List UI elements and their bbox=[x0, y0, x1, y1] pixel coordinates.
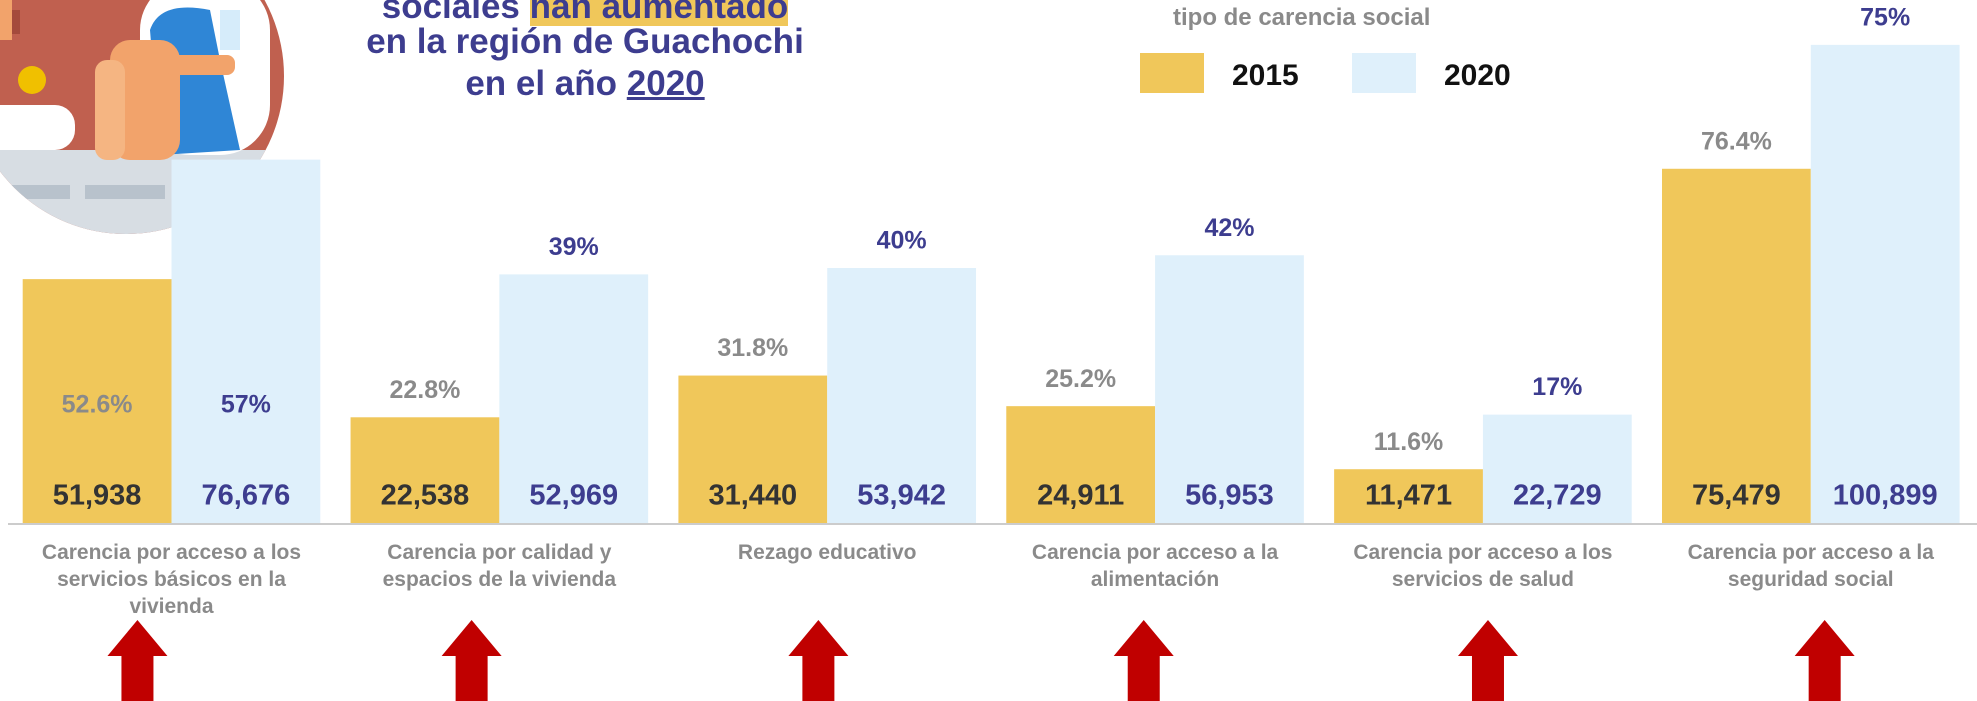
count-label: 31,440 bbox=[708, 480, 797, 512]
legend-label: 2015 bbox=[1232, 59, 1299, 92]
value-label: 17% bbox=[1532, 373, 1582, 401]
category-label: Carencia por acceso a la seguridad socia… bbox=[1661, 539, 1961, 593]
legend-swatch bbox=[1352, 53, 1416, 93]
legend: 2015 2020 bbox=[1140, 53, 1511, 93]
count-label: 76,676 bbox=[202, 480, 291, 512]
count-label: 53,942 bbox=[857, 480, 946, 512]
value-label: 39% bbox=[549, 233, 599, 261]
value-label: 75% bbox=[1860, 3, 1910, 31]
category-label: Carencia por acceso a los servicios de s… bbox=[1333, 539, 1633, 593]
bar bbox=[1662, 169, 1811, 523]
value-label: 76.4% bbox=[1701, 127, 1772, 155]
legend-label: 2020 bbox=[1444, 59, 1511, 92]
category-label: Carencia por calidad y espacios de la vi… bbox=[349, 539, 649, 593]
value-label: 42% bbox=[1204, 214, 1254, 242]
title: en la región de Guachochi bbox=[300, 21, 870, 63]
value-label: 31.8% bbox=[717, 334, 788, 362]
count-label: 24,911 bbox=[1037, 480, 1124, 512]
count-label: 75,479 bbox=[1692, 480, 1781, 512]
value-label: 40% bbox=[877, 227, 927, 255]
arrow bbox=[1795, 620, 1855, 701]
value-label: 52.6% bbox=[62, 391, 133, 419]
value-label: 57% bbox=[221, 391, 271, 419]
arrow bbox=[107, 620, 167, 701]
category-label: Carencia por acceso a la alimentación bbox=[1005, 539, 1305, 593]
legend-swatch bbox=[1140, 53, 1204, 93]
arrow bbox=[788, 620, 848, 701]
arrows bbox=[107, 620, 1854, 701]
page: 2015 2020 52.6% 51,938 57% 76,676 22.8% 22,538… bbox=[0, 0, 1977, 701]
count-label: 22,538 bbox=[381, 480, 470, 512]
bar bbox=[1811, 45, 1960, 523]
count-label: 22,729 bbox=[1513, 480, 1602, 512]
count-label: 11,471 bbox=[1365, 480, 1452, 512]
arrow bbox=[1458, 620, 1518, 701]
count-label: 51,938 bbox=[53, 480, 142, 512]
count-label: 56,953 bbox=[1185, 480, 1274, 512]
value-label: 11.6% bbox=[1374, 428, 1444, 456]
value-label: 25.2% bbox=[1045, 365, 1116, 393]
arrow bbox=[442, 620, 502, 701]
title-year: 2020 bbox=[627, 64, 705, 103]
legend-title: tipo de carencia social bbox=[1173, 4, 1430, 32]
title-text: en el año bbox=[465, 64, 617, 103]
value-label: 22.8% bbox=[390, 376, 461, 404]
title: en el año 2020 bbox=[300, 63, 870, 105]
count-label: 100,899 bbox=[1833, 480, 1938, 512]
category-label: Rezago educativo bbox=[677, 539, 977, 566]
count-label: 52,969 bbox=[529, 480, 618, 512]
category-label: Carencia por acceso a los servicios bási… bbox=[21, 539, 321, 620]
bar bbox=[171, 160, 320, 523]
arrow bbox=[1114, 620, 1174, 701]
